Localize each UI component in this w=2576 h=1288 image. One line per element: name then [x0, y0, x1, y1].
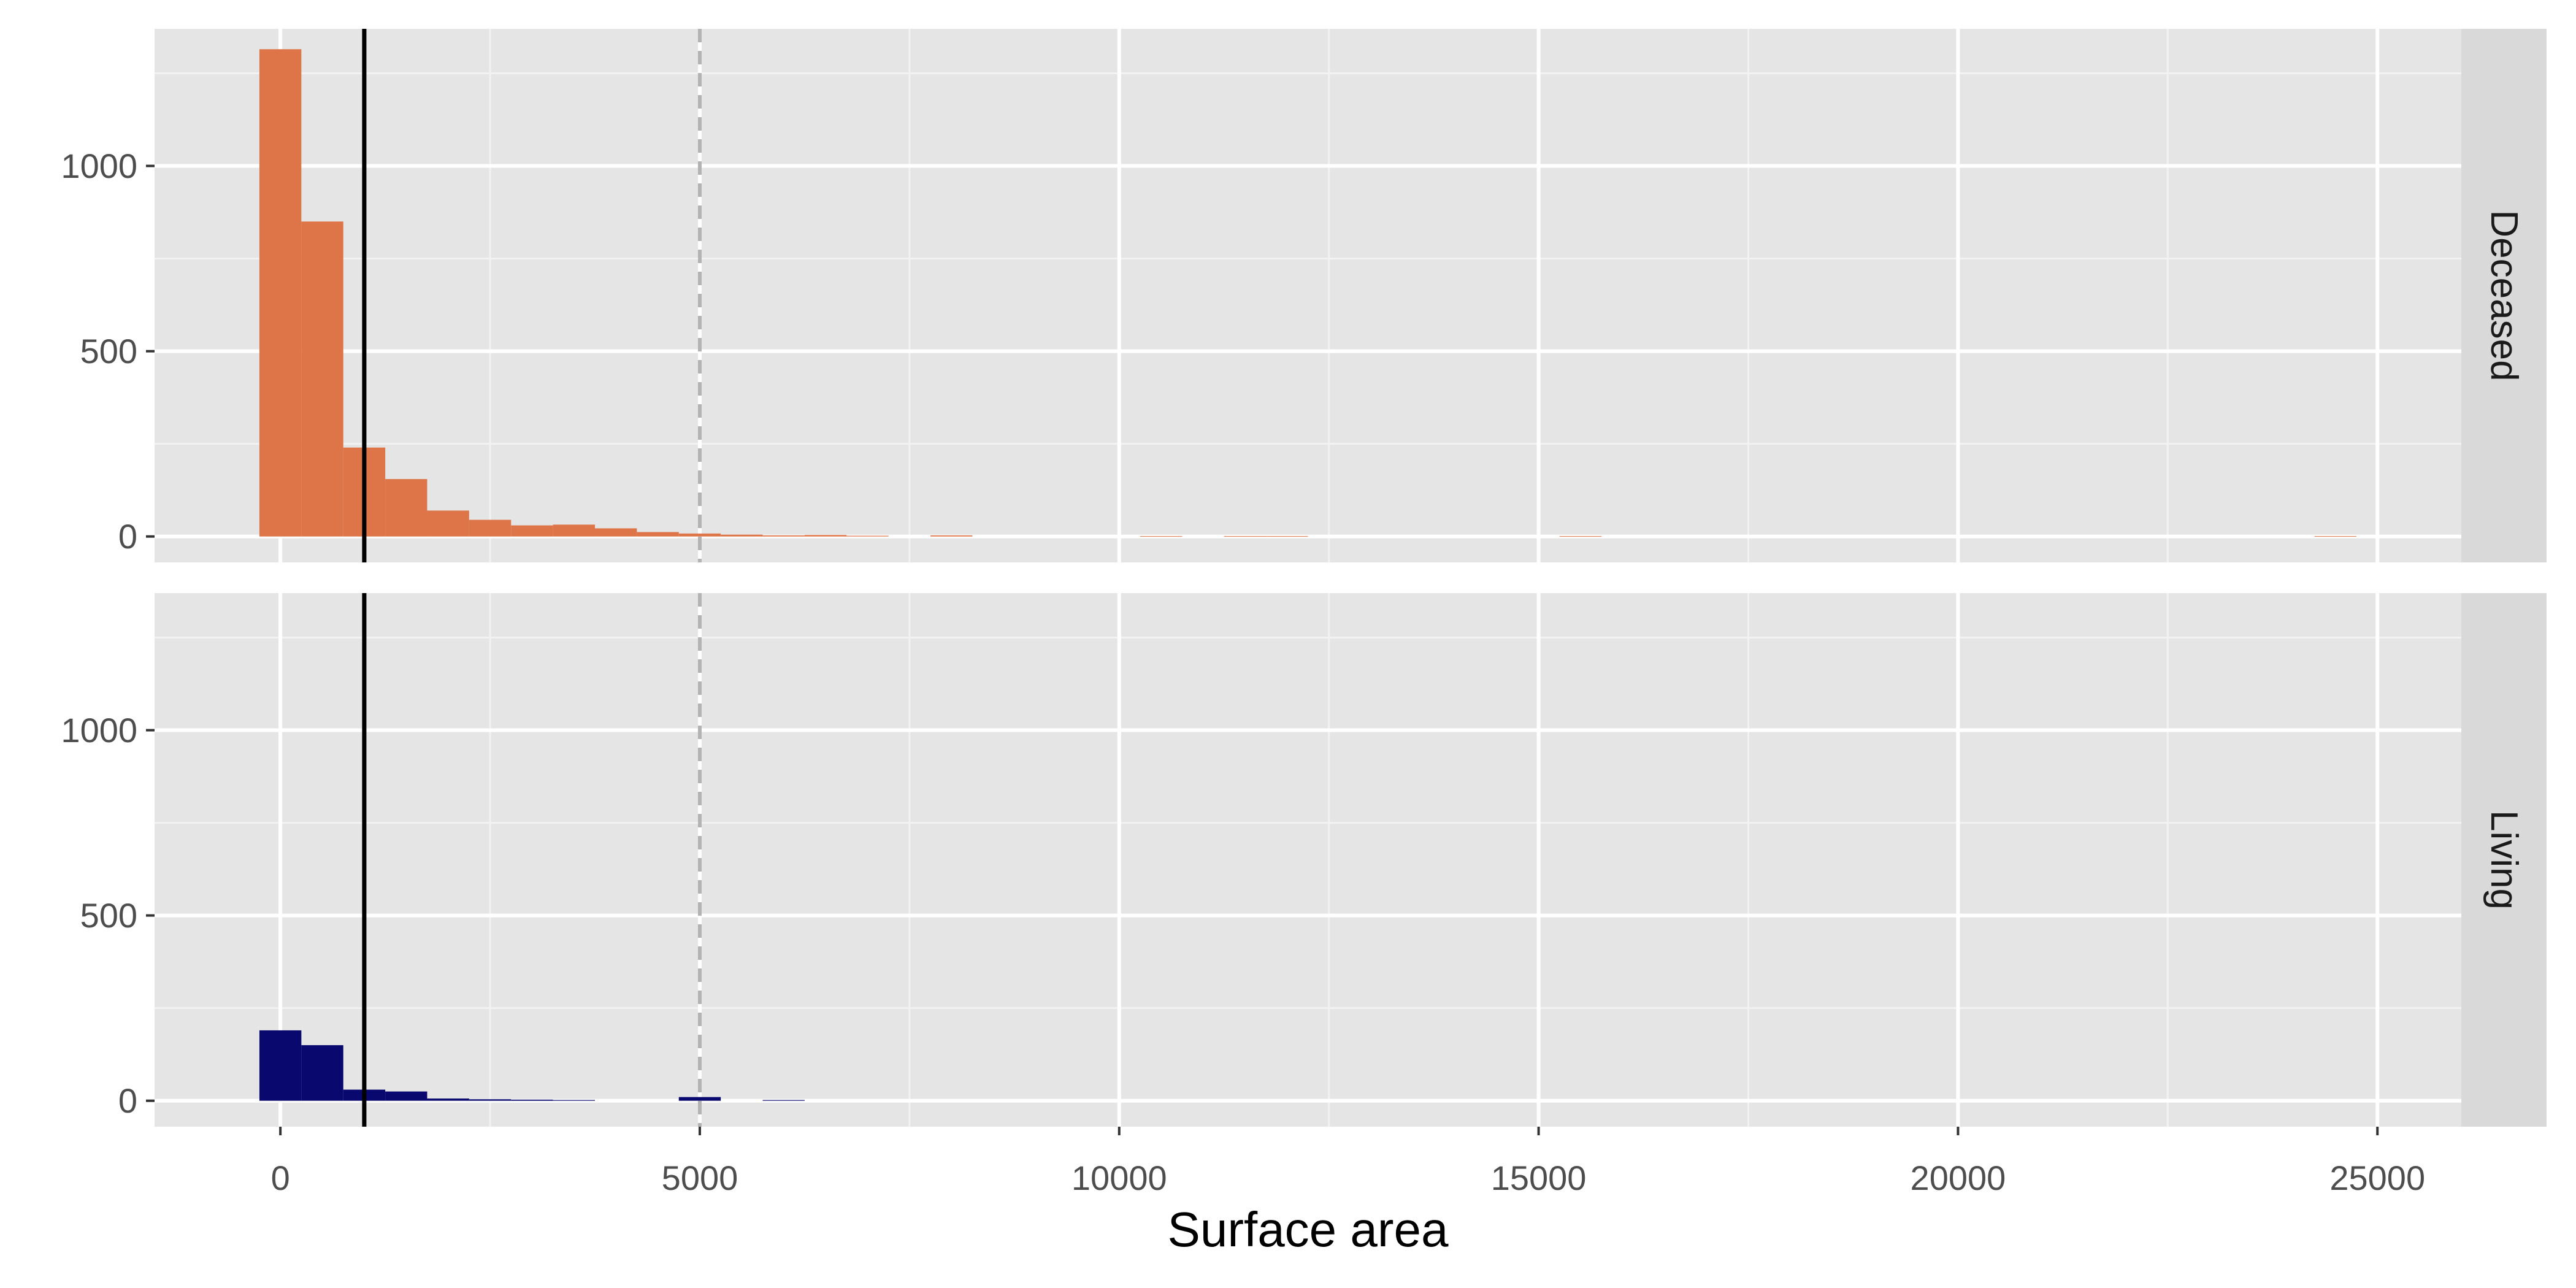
- histogram-bar: [553, 524, 596, 537]
- x-tick-label: 25000: [2329, 1159, 2425, 1197]
- histogram-bar: [930, 535, 973, 537]
- facet-strip-label: Deceased: [2483, 210, 2525, 381]
- histogram-bar: [511, 525, 553, 537]
- histogram-bar: [678, 533, 721, 537]
- histogram-bar: [2314, 536, 2357, 537]
- histogram-bar: [469, 1099, 512, 1101]
- histogram-bar: [762, 1100, 805, 1101]
- histogram-bar: [427, 510, 469, 537]
- panel-background: [155, 593, 2461, 1127]
- x-tick-label: 20000: [1911, 1159, 2006, 1197]
- histogram-bar: [804, 535, 847, 537]
- y-tick-label: 1000: [61, 711, 137, 749]
- y-tick-label: 500: [80, 332, 137, 370]
- facet-strip-label: Living: [2483, 810, 2525, 910]
- histogram-bar: [1559, 536, 1602, 537]
- facet-strip: [2461, 29, 2547, 562]
- histogram-bar: [385, 1091, 427, 1101]
- facet-strip: [2461, 593, 2547, 1127]
- histogram-bar: [721, 534, 763, 537]
- y-tick-label: 1000: [61, 147, 137, 185]
- x-tick-label: 0: [271, 1159, 290, 1197]
- y-tick-label: 500: [80, 896, 137, 935]
- histogram-bar: [595, 528, 637, 537]
- x-tick-label: 10000: [1071, 1159, 1167, 1197]
- histogram-bar: [259, 49, 302, 537]
- histogram-bar: [469, 519, 512, 537]
- panel-deceased: 0 500 1000 Deceased: [61, 29, 2547, 562]
- x-tick-label: 15000: [1491, 1159, 1587, 1197]
- histogram-bar: [427, 1098, 469, 1101]
- panel-background: [155, 29, 2461, 562]
- histogram-bar: [301, 1045, 343, 1101]
- x-axis-title: Surface area: [1167, 1202, 1449, 1257]
- histogram-bar: [1140, 536, 1183, 537]
- histogram-bar: [553, 1100, 596, 1101]
- histogram-bar: [762, 535, 805, 537]
- histogram-bar: [1224, 536, 1267, 537]
- x-tick-label: 5000: [662, 1159, 738, 1197]
- histogram-bar: [511, 1099, 553, 1101]
- histogram-bar: [846, 535, 889, 537]
- histogram-bar: [678, 1097, 721, 1101]
- panel-living: 0 500 1000 Living: [61, 593, 2547, 1127]
- histogram-bar: [1266, 536, 1308, 537]
- y-tick-label: 0: [118, 1081, 137, 1120]
- histogram-bar: [637, 532, 679, 537]
- y-tick-label: 0: [118, 517, 137, 556]
- histogram-bar: [259, 1030, 302, 1101]
- histogram-bar: [301, 221, 343, 537]
- histogram-bar: [385, 479, 427, 537]
